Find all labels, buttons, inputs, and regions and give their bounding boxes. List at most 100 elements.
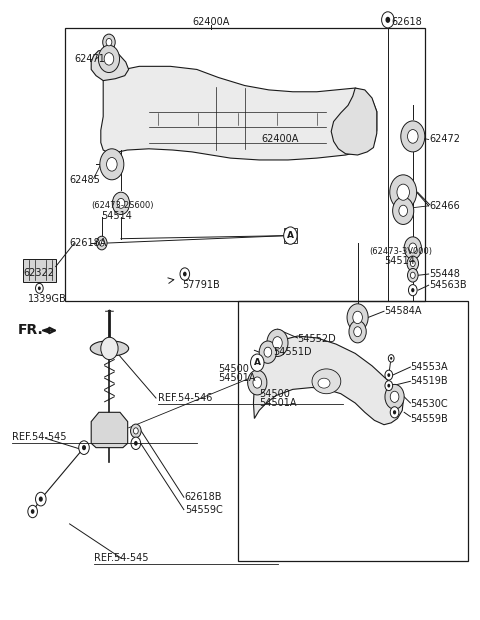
Circle shape	[354, 327, 361, 337]
Circle shape	[36, 283, 43, 293]
Circle shape	[131, 424, 141, 438]
Circle shape	[349, 321, 366, 343]
Text: (62473-3V000): (62473-3V000)	[370, 247, 432, 255]
Circle shape	[411, 288, 414, 292]
Polygon shape	[101, 66, 377, 160]
Text: 62466: 62466	[430, 201, 460, 211]
Circle shape	[387, 384, 390, 388]
Text: 54559C: 54559C	[185, 505, 223, 515]
Circle shape	[28, 505, 37, 518]
Text: 62322: 62322	[23, 268, 54, 278]
Circle shape	[134, 441, 138, 446]
Circle shape	[393, 197, 414, 224]
Circle shape	[284, 227, 297, 244]
Circle shape	[98, 45, 120, 73]
Text: 54500: 54500	[259, 389, 290, 399]
Circle shape	[385, 381, 393, 391]
Circle shape	[106, 38, 112, 46]
Circle shape	[347, 304, 368, 331]
Circle shape	[410, 272, 415, 278]
Circle shape	[404, 237, 421, 259]
Text: 54559B: 54559B	[410, 414, 448, 423]
Polygon shape	[331, 88, 377, 155]
Circle shape	[408, 268, 418, 282]
Circle shape	[409, 243, 417, 253]
Text: REF.54-546: REF.54-546	[158, 393, 213, 403]
Text: 62618B: 62618B	[185, 492, 222, 502]
Circle shape	[101, 337, 118, 360]
Text: A: A	[254, 358, 261, 367]
Circle shape	[393, 410, 396, 414]
Text: A: A	[287, 231, 294, 240]
Circle shape	[390, 391, 399, 402]
Text: 54553A: 54553A	[410, 362, 448, 372]
Text: 54514: 54514	[101, 211, 132, 221]
Circle shape	[117, 198, 125, 208]
Circle shape	[388, 355, 394, 362]
Text: 54500: 54500	[218, 364, 249, 374]
Circle shape	[259, 341, 276, 363]
Text: 62472: 62472	[430, 135, 461, 144]
Circle shape	[36, 492, 46, 506]
Circle shape	[385, 17, 390, 23]
Circle shape	[251, 354, 264, 371]
Circle shape	[96, 236, 107, 250]
Circle shape	[273, 337, 282, 349]
Circle shape	[385, 384, 404, 409]
Circle shape	[104, 53, 114, 65]
Circle shape	[382, 12, 394, 28]
Circle shape	[267, 329, 288, 356]
Circle shape	[112, 192, 130, 215]
Text: 54501A: 54501A	[218, 373, 256, 383]
Circle shape	[264, 347, 272, 357]
Text: 55448: 55448	[430, 269, 460, 279]
Text: FR.: FR.	[18, 323, 44, 337]
Circle shape	[408, 285, 417, 296]
Circle shape	[100, 149, 124, 180]
Text: 54552D: 54552D	[298, 334, 336, 344]
Circle shape	[38, 286, 41, 290]
Circle shape	[79, 441, 89, 454]
Circle shape	[390, 357, 392, 360]
Text: 62400A: 62400A	[262, 135, 299, 144]
Circle shape	[410, 260, 415, 267]
Circle shape	[408, 130, 418, 143]
Text: 57791B: 57791B	[182, 280, 220, 290]
Text: 62485: 62485	[70, 175, 100, 185]
Text: 54501A: 54501A	[259, 398, 297, 408]
Text: 62618: 62618	[391, 17, 422, 27]
Circle shape	[387, 373, 390, 377]
Circle shape	[401, 121, 425, 152]
Polygon shape	[42, 328, 49, 333]
Polygon shape	[253, 336, 403, 425]
Circle shape	[131, 437, 141, 450]
Circle shape	[390, 407, 399, 418]
Circle shape	[248, 370, 267, 395]
Circle shape	[397, 184, 409, 200]
Circle shape	[385, 370, 393, 380]
Circle shape	[133, 428, 138, 434]
Circle shape	[39, 497, 43, 502]
Circle shape	[180, 268, 190, 280]
Ellipse shape	[312, 369, 341, 394]
Bar	[238, 301, 468, 561]
Text: REF.54-545: REF.54-545	[94, 553, 148, 563]
Circle shape	[399, 205, 408, 216]
Circle shape	[103, 34, 115, 50]
Text: (62473-2S600): (62473-2S600)	[91, 202, 154, 210]
Circle shape	[107, 157, 117, 171]
Polygon shape	[91, 50, 129, 81]
Text: 54584A: 54584A	[384, 306, 421, 316]
Text: 1339GB: 1339GB	[28, 294, 67, 304]
Text: 54530C: 54530C	[410, 399, 448, 409]
Text: 62471: 62471	[74, 54, 105, 64]
Circle shape	[99, 240, 104, 246]
Polygon shape	[91, 412, 128, 448]
Circle shape	[390, 175, 417, 210]
Text: 54563B: 54563B	[430, 280, 467, 290]
Circle shape	[407, 256, 419, 271]
Text: 54551D: 54551D	[274, 347, 312, 356]
Text: 54514: 54514	[384, 256, 415, 266]
Circle shape	[353, 311, 362, 324]
FancyBboxPatch shape	[23, 259, 56, 282]
